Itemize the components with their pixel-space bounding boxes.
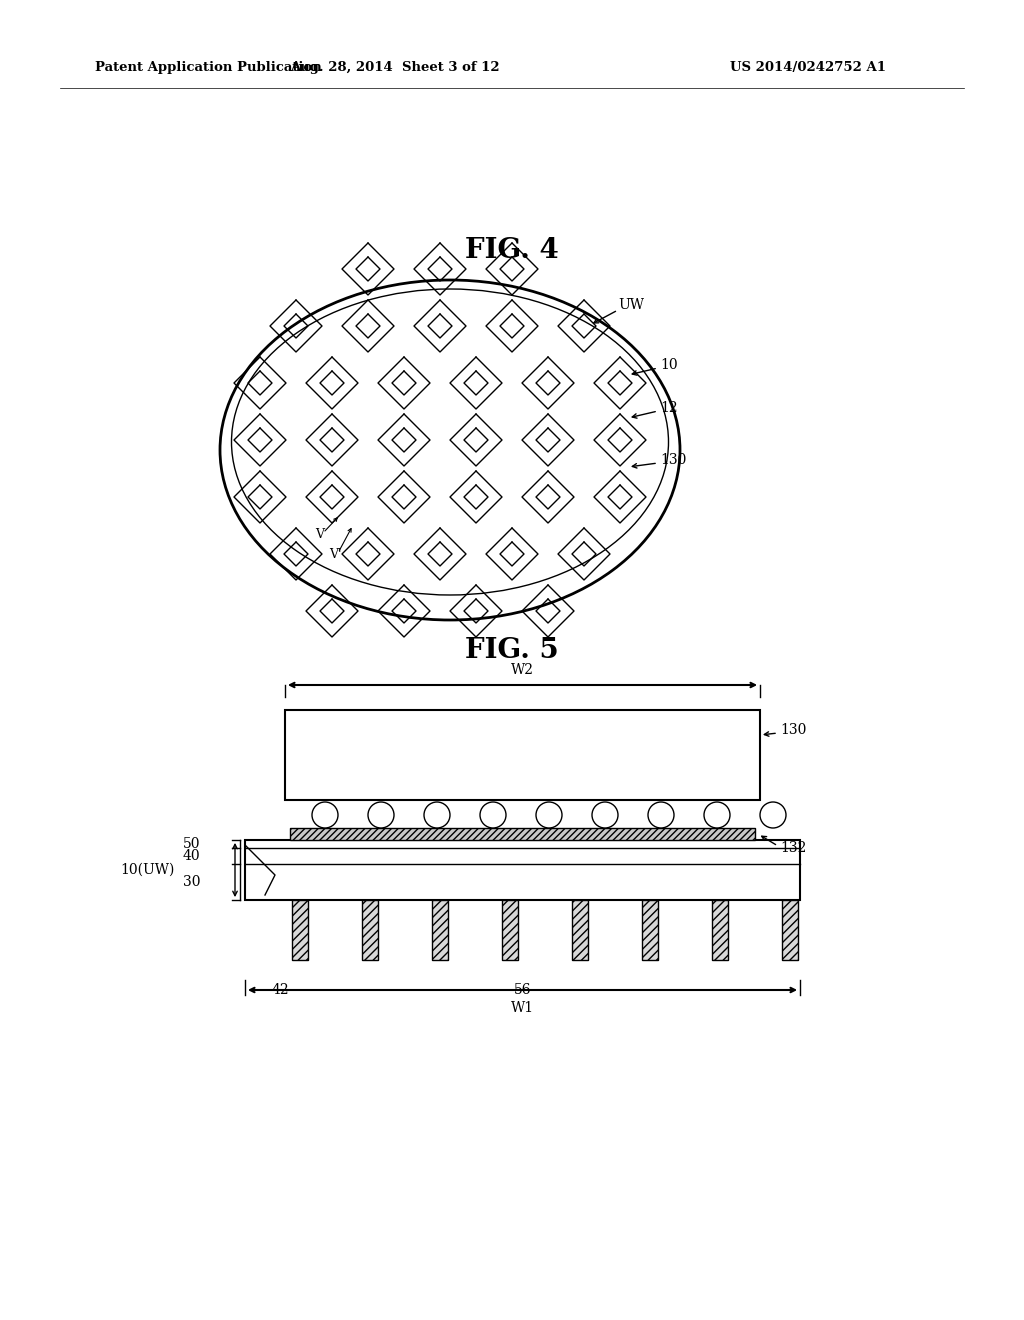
Circle shape (368, 803, 394, 828)
Text: UW: UW (618, 298, 644, 312)
Text: 10(UW): 10(UW) (121, 863, 175, 876)
Bar (292, 900, 308, 960)
Text: 130: 130 (660, 453, 686, 467)
Bar (642, 900, 658, 960)
Text: W2: W2 (511, 663, 534, 677)
Text: 132: 132 (780, 841, 806, 855)
Circle shape (705, 803, 730, 828)
Text: 10: 10 (660, 358, 678, 372)
Bar (432, 900, 449, 960)
Bar (290, 828, 755, 840)
Bar (245, 840, 800, 900)
Bar (285, 710, 760, 800)
Circle shape (424, 803, 450, 828)
Bar (782, 900, 798, 960)
Circle shape (480, 803, 506, 828)
Text: FIG. 5: FIG. 5 (465, 636, 559, 664)
Text: FIG. 4: FIG. 4 (465, 236, 559, 264)
Circle shape (536, 803, 562, 828)
Bar (502, 900, 518, 960)
Bar (290, 828, 755, 840)
Circle shape (592, 803, 618, 828)
Circle shape (760, 803, 786, 828)
Bar (642, 900, 658, 960)
Bar (362, 900, 378, 960)
Text: V': V' (329, 549, 341, 561)
Text: 42: 42 (271, 983, 289, 997)
Circle shape (648, 803, 674, 828)
Circle shape (312, 803, 338, 828)
Ellipse shape (220, 280, 680, 620)
Bar (362, 900, 378, 960)
Text: 40: 40 (182, 849, 200, 863)
Text: W1: W1 (511, 1001, 535, 1015)
Bar (502, 900, 518, 960)
Bar (712, 900, 728, 960)
Bar (432, 900, 449, 960)
Text: Aug. 28, 2014  Sheet 3 of 12: Aug. 28, 2014 Sheet 3 of 12 (290, 62, 500, 74)
Text: 50: 50 (182, 837, 200, 851)
Bar (292, 900, 308, 960)
Text: US 2014/0242752 A1: US 2014/0242752 A1 (730, 62, 886, 74)
Text: 12: 12 (660, 401, 678, 414)
Text: 56: 56 (514, 983, 531, 997)
Bar (572, 900, 588, 960)
Text: Patent Application Publication: Patent Application Publication (95, 62, 322, 74)
Text: V: V (315, 528, 325, 541)
Bar (572, 900, 588, 960)
Text: 130: 130 (780, 723, 806, 737)
Text: 30: 30 (182, 875, 200, 888)
Bar (782, 900, 798, 960)
Bar (712, 900, 728, 960)
